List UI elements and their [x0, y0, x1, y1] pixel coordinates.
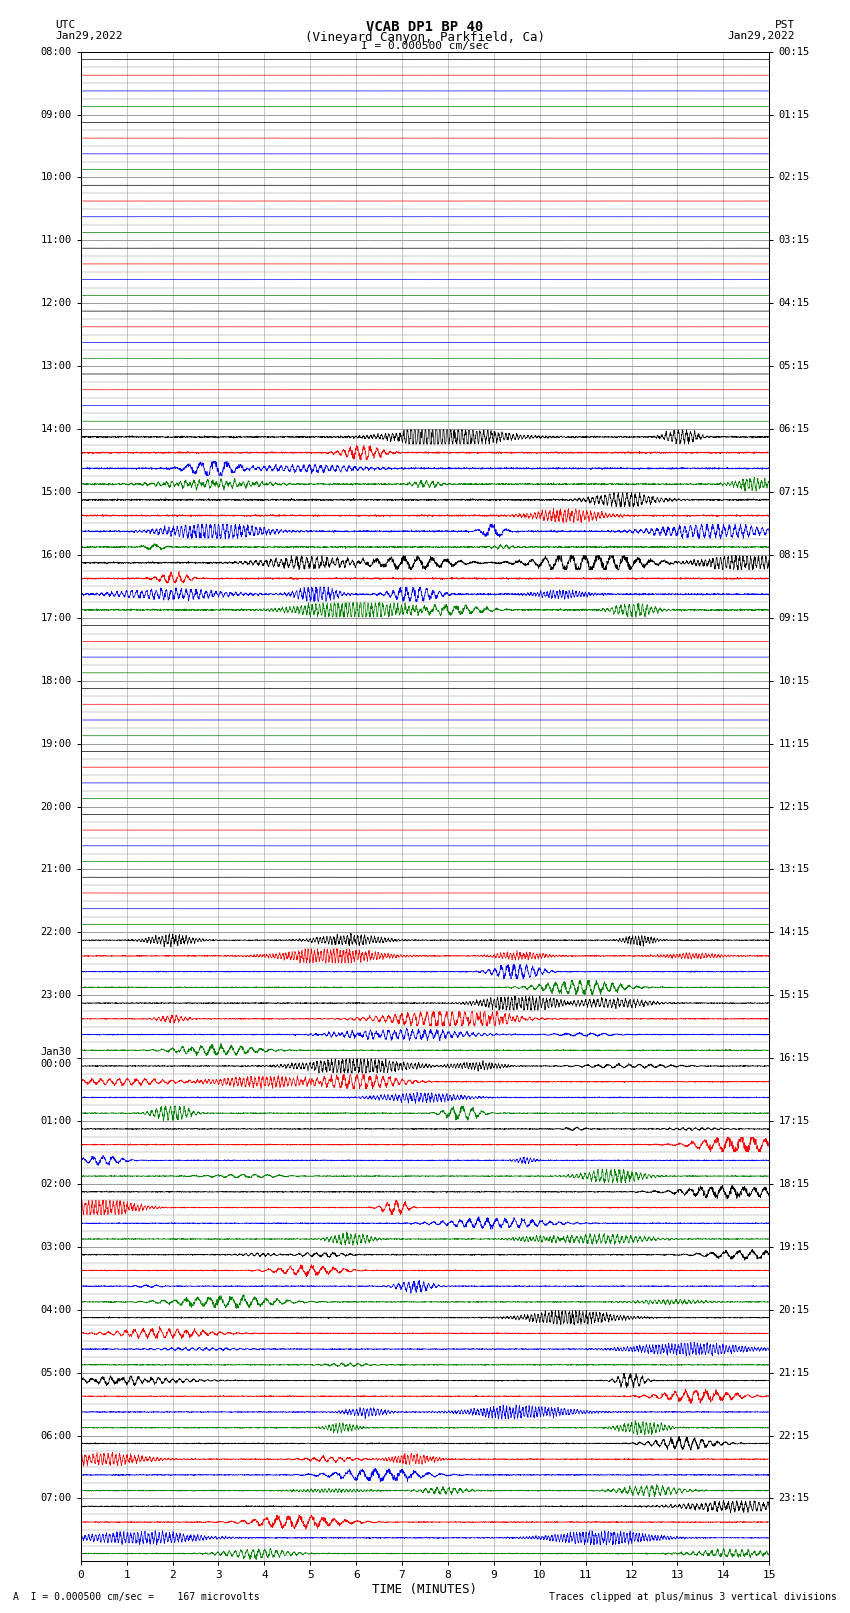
Text: UTC: UTC — [55, 19, 76, 31]
Text: Jan29,2022: Jan29,2022 — [728, 31, 795, 40]
Text: A  I = 0.000500 cm/sec =    167 microvolts: A I = 0.000500 cm/sec = 167 microvolts — [13, 1592, 259, 1602]
Text: Jan29,2022: Jan29,2022 — [55, 31, 122, 40]
Text: VCAB DP1 BP 40: VCAB DP1 BP 40 — [366, 19, 484, 34]
Text: I = 0.000500 cm/sec: I = 0.000500 cm/sec — [361, 40, 489, 52]
Text: Traces clipped at plus/minus 3 vertical divisions: Traces clipped at plus/minus 3 vertical … — [549, 1592, 837, 1602]
Text: (Vineyard Canyon, Parkfield, Ca): (Vineyard Canyon, Parkfield, Ca) — [305, 31, 545, 44]
X-axis label: TIME (MINUTES): TIME (MINUTES) — [372, 1584, 478, 1597]
Text: PST: PST — [774, 19, 795, 31]
